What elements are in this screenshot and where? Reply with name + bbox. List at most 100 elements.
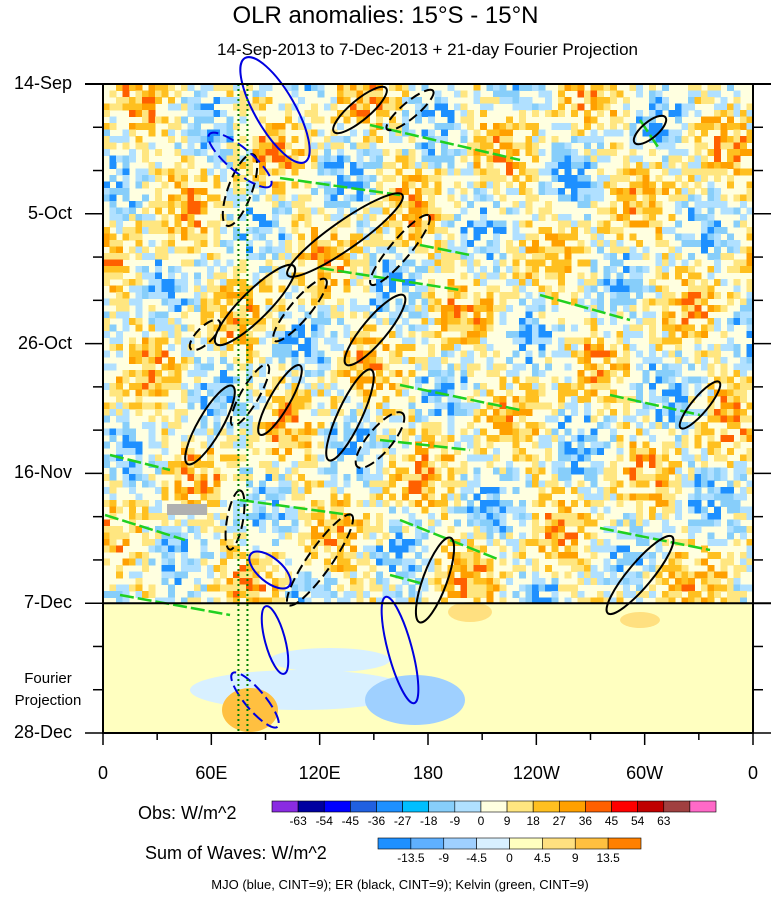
anomaly-cell: [610, 110, 617, 117]
anomaly-cell: [603, 285, 611, 293]
anomaly-cell: [382, 532, 390, 540]
anomaly-cell: [317, 539, 325, 546]
anomaly-cell: [688, 311, 695, 319]
anomaly-cell: [714, 578, 721, 585]
anomaly-cell: [109, 324, 117, 332]
anomaly-cell: [720, 558, 728, 566]
anomaly-cell: [707, 253, 715, 260]
anomaly-cell: [330, 500, 338, 507]
anomaly-cell: [311, 292, 318, 299]
anomaly-cell: [350, 272, 357, 280]
anomaly-cell: [681, 110, 689, 117]
anomaly-cell: [213, 493, 221, 501]
anomaly-cell: [226, 116, 234, 124]
anomaly-cell: [571, 194, 578, 202]
anomaly-cell: [486, 285, 494, 293]
anomaly-cell: [454, 311, 461, 319]
anomaly-cell: [668, 415, 676, 423]
anomaly-cell: [454, 324, 461, 332]
anomaly-cell: [668, 162, 676, 169]
anomaly-cell: [369, 363, 377, 371]
anomaly-cell: [493, 84, 500, 91]
anomaly-cell: [558, 461, 565, 468]
anomaly-cell: [493, 396, 500, 403]
anomaly-cell: [408, 415, 416, 423]
anomaly-cell: [629, 279, 637, 286]
anomaly-cell: [662, 331, 669, 338]
anomaly-cell: [499, 467, 507, 475]
anomaly-cell: [246, 597, 253, 605]
anomaly-cell: [239, 578, 247, 585]
anomaly-cell: [363, 500, 370, 507]
anomaly-cell: [382, 149, 390, 156]
anomaly-cell: [350, 545, 357, 553]
anomaly-cell: [395, 331, 403, 338]
anomaly-cell: [506, 506, 513, 514]
anomaly-cell: [129, 123, 136, 130]
anomaly-cell: [486, 558, 494, 566]
y-tick-label: 14-Sep: [13, 73, 72, 93]
anomaly-cell: [174, 363, 182, 371]
anomaly-cell: [376, 474, 383, 481]
anomaly-cell: [122, 409, 130, 416]
anomaly-cell: [278, 344, 286, 351]
anomaly-cell: [506, 500, 513, 507]
anomaly-cell: [571, 84, 578, 91]
anomaly-cell: [577, 435, 585, 442]
anomaly-cell: [597, 305, 604, 312]
anomaly-cell: [694, 97, 702, 104]
anomaly-cell: [662, 565, 669, 572]
anomaly-cell: [402, 565, 409, 572]
anomaly-cell: [122, 279, 130, 286]
anomaly-cell: [538, 149, 546, 156]
anomaly-cell: [194, 194, 201, 202]
anomaly-cell: [200, 136, 208, 143]
anomaly-cell: [597, 467, 604, 475]
anomaly-cell: [363, 181, 370, 189]
anomaly-cell: [285, 506, 292, 514]
anomaly-cell: [259, 116, 266, 124]
anomaly-cell: [688, 474, 695, 481]
anomaly-cell: [746, 454, 754, 462]
anomaly-cell: [480, 279, 487, 286]
anomaly-cell: [571, 188, 578, 195]
anomaly-cell: [265, 448, 273, 455]
anomaly-cell: [590, 539, 598, 546]
anomaly-cell: [233, 435, 240, 442]
anomaly-cell: [103, 415, 110, 423]
anomaly-cell: [577, 298, 585, 306]
anomaly-cell: [311, 461, 318, 468]
anomaly-cell: [740, 201, 747, 208]
anomaly-cell: [610, 480, 617, 488]
anomaly-cell: [512, 207, 520, 215]
anomaly-cell: [233, 402, 240, 410]
anomaly-cell: [590, 194, 598, 202]
anomaly-cell: [525, 103, 533, 111]
anomaly-cell: [181, 552, 188, 559]
anomaly-cell: [655, 220, 663, 228]
anomaly-cell: [649, 84, 656, 91]
anomaly-cell: [714, 90, 721, 98]
anomaly-cell: [506, 181, 513, 189]
anomaly-cell: [480, 188, 487, 195]
anomaly-cell: [259, 383, 266, 390]
anomaly-cell: [194, 357, 201, 364]
anomaly-cell: [168, 168, 175, 176]
anomaly-cell: [694, 435, 702, 442]
anomaly-cell: [499, 532, 507, 540]
anomaly-cell: [161, 168, 169, 176]
anomaly-cell: [363, 526, 370, 533]
anomaly-cell: [454, 493, 461, 501]
anomaly-cell: [421, 357, 429, 364]
anomaly-cell: [376, 513, 383, 520]
anomaly-cell: [272, 350, 279, 358]
anomaly-cell: [428, 142, 435, 150]
anomaly-cell: [226, 285, 234, 293]
anomaly-cell: [629, 246, 637, 254]
anomaly-cell: [701, 116, 708, 124]
anomaly-cell: [675, 129, 682, 137]
anomaly-cell: [603, 487, 611, 494]
anomaly-cell: [571, 584, 578, 592]
anomaly-cell: [506, 129, 513, 137]
anomaly-cell: [259, 318, 266, 325]
